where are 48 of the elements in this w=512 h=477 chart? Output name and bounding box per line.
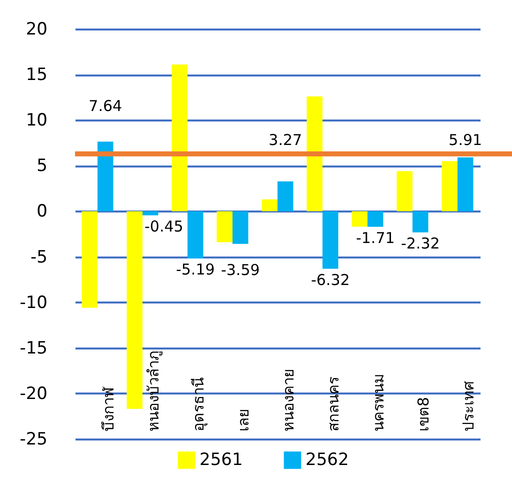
x-tick-label: นครพนม xyxy=(369,374,388,432)
y-tick-label: -15 xyxy=(20,338,48,358)
x-tick-label: สกลนคร xyxy=(324,376,342,432)
bar xyxy=(216,211,232,242)
data-label: -2.32 xyxy=(400,234,440,252)
legend-label: 2561 xyxy=(200,450,243,470)
y-tick-label: 10 xyxy=(26,110,48,131)
x-tick-label: ประเทศ xyxy=(459,380,478,432)
x-tick-label: หนองบัวลำภู xyxy=(144,350,162,432)
bar xyxy=(262,199,278,212)
bar xyxy=(412,211,428,232)
bar xyxy=(442,161,458,212)
x-tick-label: หนองคาย xyxy=(279,368,298,432)
data-label: -5.19 xyxy=(176,260,215,279)
bar xyxy=(278,181,294,212)
y-tick-label: 20 xyxy=(26,20,48,40)
bar xyxy=(172,64,188,212)
bar xyxy=(82,211,98,308)
data-label: -0.45 xyxy=(144,217,184,236)
bar xyxy=(368,211,384,227)
y-tick-label: -25 xyxy=(20,430,48,450)
bar xyxy=(352,211,368,227)
bar xyxy=(126,211,142,409)
x-tick-label: บึงกาฬ xyxy=(99,386,118,432)
bar xyxy=(322,211,338,269)
y-tick-label: 15 xyxy=(26,65,48,86)
data-label: -3.59 xyxy=(220,260,260,279)
x-tick-label: เขต8 xyxy=(414,396,432,432)
data-label: 7.64 xyxy=(88,97,122,116)
x-tick-label: เลย xyxy=(234,408,252,432)
data-label: 5.91 xyxy=(448,130,482,149)
y-tick-label: -20 xyxy=(20,384,48,404)
data-label: -6.32 xyxy=(310,270,350,289)
legend-label: 2562 xyxy=(306,450,349,470)
y-tick-label: -10 xyxy=(20,292,48,313)
y-tick-label: -5 xyxy=(30,247,48,268)
y-tick-label: 5 xyxy=(36,156,48,176)
x-tick-label: อุดรธานี xyxy=(189,378,208,432)
y-tick-label: 0 xyxy=(36,202,48,222)
bar xyxy=(306,96,322,212)
data-label: -1.71 xyxy=(356,228,395,247)
data-label: 3.27 xyxy=(268,130,302,149)
bar xyxy=(396,171,412,212)
bar xyxy=(188,211,204,259)
bar xyxy=(458,157,474,212)
bar xyxy=(98,142,114,212)
bar xyxy=(232,211,248,244)
bar xyxy=(142,211,158,216)
